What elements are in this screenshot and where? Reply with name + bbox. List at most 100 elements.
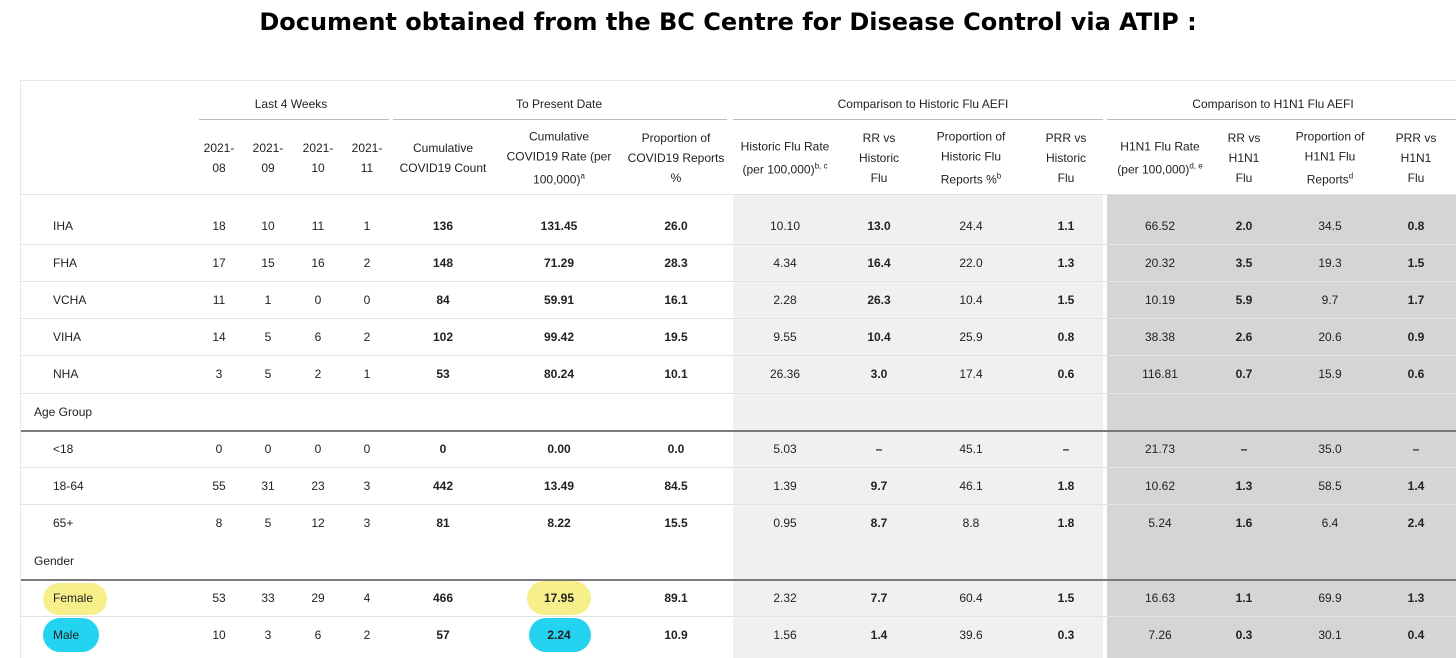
- section-divider: [21, 579, 1456, 581]
- row-label: IHA: [53, 219, 74, 233]
- table-cell: 3: [363, 479, 371, 493]
- table-cell: 1: [363, 219, 371, 233]
- table-cell: 25.9: [959, 330, 983, 344]
- table-cell: 3: [363, 516, 371, 530]
- table-cell: 16.4: [867, 256, 891, 270]
- column-header: Cumulative COVID19 Rate (per 100,000)a: [507, 127, 612, 190]
- table-cell: 9.7: [1321, 293, 1339, 307]
- column-header-line: COVID19 Reports: [627, 151, 725, 165]
- table-cell: 1.39: [773, 479, 797, 493]
- table-cell: 18: [212, 219, 226, 233]
- row-divider: [21, 355, 1456, 356]
- column-header-line: COVID19 Rate (per: [506, 149, 612, 164]
- group-header-last-4-weeks: Last 4 Weeks: [254, 97, 328, 111]
- column-header-line: Flu: [1235, 171, 1253, 185]
- table-cell: 2: [363, 256, 371, 270]
- table-cell: 71.29: [543, 256, 575, 270]
- table-cell: 45.1: [959, 442, 983, 456]
- row-divider: [21, 281, 1456, 282]
- table-cell: 8.8: [962, 516, 980, 530]
- table-cell: 28.3: [664, 256, 688, 270]
- table-cell: 1.4: [870, 628, 888, 642]
- table-cell: 0.6: [1407, 367, 1425, 381]
- table-cell: 0: [314, 293, 322, 307]
- header-divider: [21, 194, 1456, 195]
- column-header-line: 2021-: [351, 141, 383, 155]
- table-cell: 6: [314, 330, 322, 344]
- table-cell: 13.0: [867, 219, 891, 233]
- table-cell: 17: [212, 256, 226, 270]
- column-header-line: Proportion of: [936, 129, 1006, 144]
- table-cell: 84: [436, 293, 450, 307]
- table-cell: 148: [432, 256, 454, 270]
- table-cell: 8.7: [870, 516, 888, 530]
- section-gender: Gender: [34, 554, 75, 568]
- table-cell: 0.0: [667, 442, 685, 456]
- column-header-line: 2021-: [302, 141, 334, 155]
- table-cell: 116.81: [1142, 367, 1178, 381]
- female-rate-highlight: [527, 581, 591, 615]
- row-divider: [21, 244, 1456, 245]
- row-label: Female: [53, 591, 94, 605]
- table-cell: 136: [432, 219, 454, 233]
- table-cell: 26.0: [664, 219, 688, 233]
- table-cell: 38.38: [1144, 330, 1176, 344]
- column-header-line: PRR vs: [1395, 131, 1437, 145]
- table-cell: 0.3: [1235, 628, 1253, 642]
- table-cell: 6.4: [1321, 516, 1339, 530]
- table-cell: 2.28: [773, 293, 797, 307]
- table-cell: 10.19: [1144, 293, 1176, 307]
- column-header-line: Reportsd: [1306, 171, 1354, 187]
- table-cell: 10.62: [1144, 479, 1176, 493]
- column-header: 2021- 11: [352, 138, 383, 178]
- column-header-line: 08: [212, 161, 226, 175]
- column-header-line: 2021-: [252, 141, 284, 155]
- table-cell: 0: [264, 442, 272, 456]
- column-header-line: (per 100,000)d, e: [1117, 161, 1203, 177]
- table-cell: 7.26: [1148, 628, 1172, 642]
- column-header-line: Historic: [858, 151, 900, 165]
- column-header-line: Historic Flu Rate: [740, 139, 830, 154]
- column-header: H1N1 Flu Rate (per 100,000)d, e: [1117, 137, 1202, 180]
- table-cell: 5.9: [1235, 293, 1253, 307]
- table-cell: 1: [363, 367, 371, 381]
- table-cell: 3.5: [1235, 256, 1253, 270]
- group-header-to-present-date: To Present Date: [515, 97, 603, 111]
- table-cell: 0.95: [773, 516, 797, 530]
- table-cell: 1.8: [1057, 479, 1075, 493]
- table-cell: 0: [215, 442, 223, 456]
- table-cell: 0.8: [1407, 219, 1425, 233]
- table-cell: 84.5: [664, 479, 688, 493]
- row-divider: [21, 318, 1456, 319]
- table-cell: 2.0: [1235, 219, 1253, 233]
- table-cell: 46.1: [959, 479, 983, 493]
- table-cell: 34.5: [1318, 219, 1342, 233]
- table-cell: 0: [363, 293, 371, 307]
- table-cell: 16.63: [1144, 591, 1176, 605]
- table-cell: 0.6: [1057, 367, 1075, 381]
- table-cell: 1.8: [1057, 516, 1075, 530]
- group-underline: [393, 119, 727, 120]
- table-cell: 29: [311, 591, 325, 605]
- data-table: Last 4 Weeks To Present Date Comparison …: [20, 80, 1456, 658]
- table-cell: 59.91: [543, 293, 575, 307]
- column-header: 2021- 09: [253, 138, 284, 178]
- table-cell: 20.6: [1318, 330, 1342, 344]
- table-cell: 1.7: [1407, 293, 1425, 307]
- column-header-line: Proportion of: [1295, 129, 1365, 144]
- table-cell: 17.95: [543, 591, 575, 605]
- table-cell: 7.7: [870, 591, 888, 605]
- column-header: Proportion of H1N1 Flu Reportsd: [1296, 127, 1365, 190]
- footnote-marker: a: [580, 171, 585, 181]
- table-cell: 8.22: [547, 516, 571, 530]
- column-header: PRR vs H1N1 Flu: [1396, 128, 1437, 188]
- table-cell: 53: [212, 591, 226, 605]
- table-cell: 10.4: [959, 293, 983, 307]
- table-cell: 2.32: [773, 591, 797, 605]
- table-cell: 15: [261, 256, 275, 270]
- column-header-line: H1N1: [1400, 151, 1432, 165]
- section-divider: [21, 430, 1456, 432]
- male-rate-highlight: [529, 618, 591, 652]
- column-header: Historic Flu Rate (per 100,000)b, c: [741, 137, 830, 180]
- footnote-marker: b, c: [814, 161, 828, 171]
